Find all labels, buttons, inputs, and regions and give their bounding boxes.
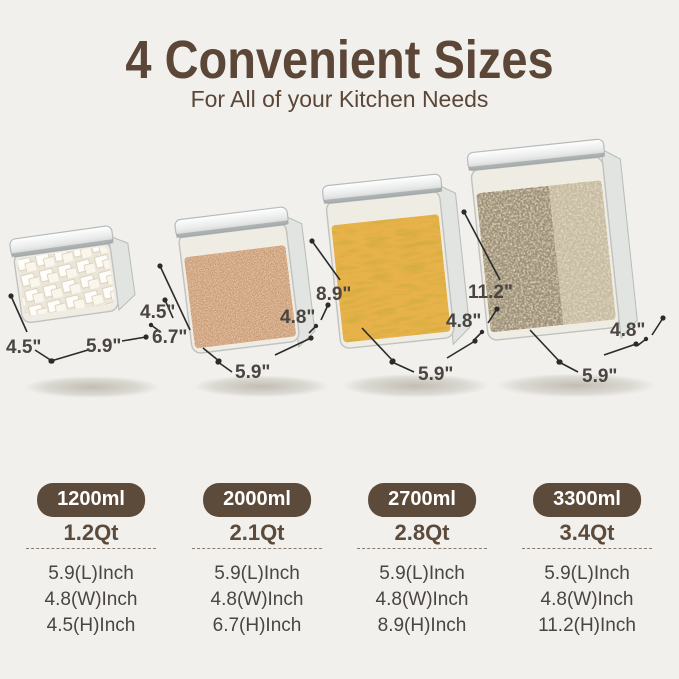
- svg-text:4.8": 4.8": [280, 307, 315, 328]
- svg-text:4.5": 4.5": [140, 302, 175, 323]
- svg-text:4.8": 4.8": [446, 311, 481, 332]
- svg-text:4.8": 4.8": [610, 320, 645, 341]
- svg-text:4.5": 4.5": [6, 337, 41, 358]
- svg-text:8.9": 8.9": [316, 284, 351, 305]
- svg-text:5.9": 5.9": [86, 336, 121, 357]
- svg-text:5.9": 5.9": [418, 364, 453, 385]
- svg-text:5.9": 5.9": [235, 362, 270, 383]
- svg-text:6.7": 6.7": [152, 327, 187, 348]
- svg-text:5.9": 5.9": [582, 366, 617, 387]
- svg-text:11.2": 11.2": [468, 282, 513, 303]
